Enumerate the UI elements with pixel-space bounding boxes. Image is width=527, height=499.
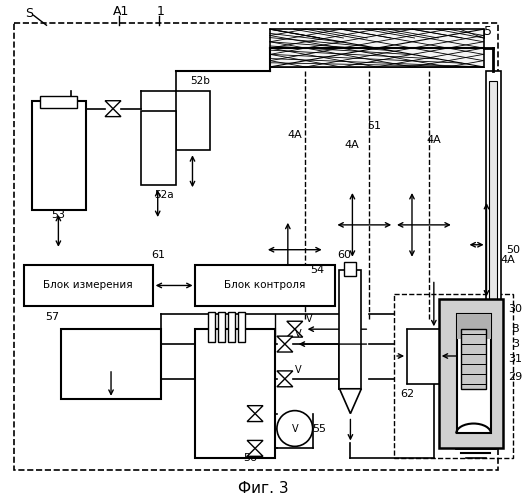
- Text: 62: 62: [400, 389, 414, 399]
- Polygon shape: [277, 379, 293, 387]
- Text: 61: 61: [152, 250, 165, 259]
- Polygon shape: [247, 414, 263, 422]
- Text: 50: 50: [506, 245, 520, 254]
- Polygon shape: [287, 329, 302, 337]
- Text: 31: 31: [509, 354, 522, 364]
- Text: A1: A1: [113, 5, 129, 18]
- Bar: [490, 81, 497, 429]
- Text: 52a: 52a: [154, 190, 173, 200]
- Text: 29: 29: [508, 372, 522, 382]
- Text: 1: 1: [157, 5, 164, 18]
- Text: 4A: 4A: [500, 254, 515, 264]
- Text: 51: 51: [367, 121, 381, 131]
- Text: B: B: [512, 324, 519, 334]
- Bar: [175, 91, 210, 150]
- Text: 3: 3: [512, 339, 519, 349]
- Bar: [339, 269, 362, 389]
- Bar: [32, 101, 86, 210]
- Text: S: S: [26, 7, 34, 20]
- Bar: [407, 329, 462, 384]
- Text: Блок контроля: Блок контроля: [225, 280, 306, 290]
- Polygon shape: [277, 344, 293, 352]
- Text: V: V: [291, 424, 298, 434]
- Polygon shape: [247, 406, 263, 414]
- Text: 57: 57: [45, 312, 60, 322]
- Text: Фиг. 3: Фиг. 3: [238, 481, 288, 496]
- Bar: [461, 329, 485, 389]
- Bar: [208, 312, 216, 342]
- Bar: [24, 264, 153, 306]
- Text: 4A: 4A: [344, 140, 359, 150]
- Text: V: V: [295, 365, 301, 375]
- Bar: [61, 329, 161, 399]
- Bar: [238, 312, 245, 342]
- Bar: [439, 299, 503, 449]
- Polygon shape: [339, 389, 362, 414]
- Polygon shape: [105, 109, 121, 117]
- Bar: [394, 294, 513, 458]
- Text: 30: 30: [509, 304, 522, 314]
- Bar: [457, 314, 492, 434]
- Text: 52b: 52b: [190, 76, 210, 86]
- Text: 56: 56: [243, 453, 257, 463]
- Text: 60: 60: [337, 250, 352, 259]
- Bar: [457, 314, 492, 339]
- Circle shape: [277, 411, 313, 447]
- Polygon shape: [247, 441, 263, 449]
- Polygon shape: [247, 449, 263, 456]
- Bar: [270, 29, 483, 67]
- Polygon shape: [105, 101, 121, 109]
- Text: 53: 53: [52, 210, 65, 220]
- Polygon shape: [277, 371, 293, 379]
- Text: 55: 55: [313, 424, 327, 434]
- Bar: [218, 312, 225, 342]
- Bar: [486, 71, 501, 439]
- Text: 4A: 4A: [287, 130, 302, 141]
- Text: V: V: [306, 314, 313, 324]
- Bar: [345, 261, 356, 275]
- Polygon shape: [287, 321, 302, 329]
- Text: Блок измерения: Блок измерения: [43, 280, 133, 290]
- Text: 5: 5: [484, 24, 492, 38]
- Bar: [141, 111, 175, 185]
- Polygon shape: [277, 336, 293, 344]
- Bar: [40, 96, 77, 108]
- Text: V: V: [295, 329, 301, 339]
- Bar: [196, 264, 335, 306]
- Bar: [228, 312, 235, 342]
- Bar: [196, 329, 275, 458]
- Text: 54: 54: [310, 264, 325, 274]
- Text: 4A: 4A: [426, 135, 441, 145]
